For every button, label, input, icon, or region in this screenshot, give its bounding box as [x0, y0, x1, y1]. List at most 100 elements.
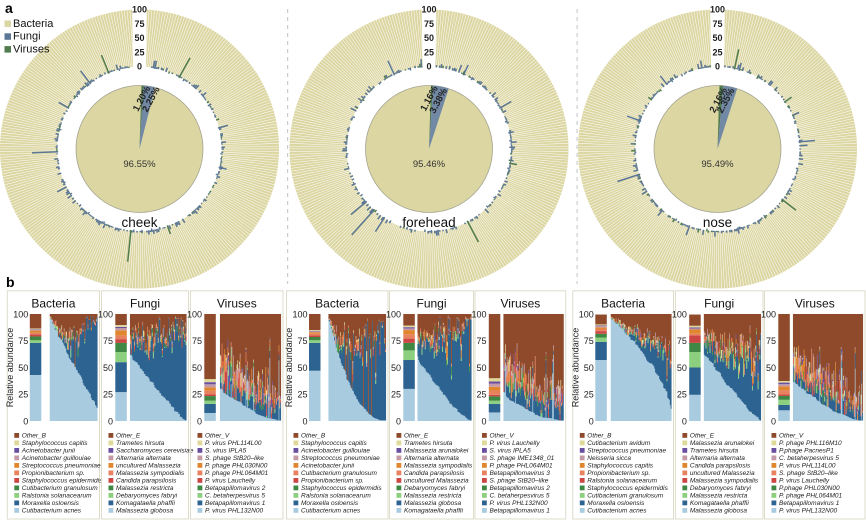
svg-text:25: 25 — [712, 48, 722, 58]
svg-text:C. betaherpesvirus 5: C. betaherpesvirus 5 — [490, 493, 550, 500]
svg-text:P. virus Lauchelly: P. virus Lauchelly — [779, 478, 830, 485]
svg-text:forehead: forehead — [402, 215, 455, 230]
svg-text:Acinetobacter junii: Acinetobacter junii — [300, 463, 355, 470]
svg-text:Moraxella osloensis: Moraxella osloensis — [587, 500, 645, 507]
svg-text:50: 50 — [297, 363, 307, 373]
svg-text:Streptococcus pneumoniae: Streptococcus pneumoniae — [301, 455, 380, 462]
svg-text:P. phage PHL064M01: P. phage PHL064M01 — [490, 463, 554, 470]
svg-text:P.phage PacnesP1: P.phage PacnesP1 — [779, 448, 834, 455]
svg-text:75: 75 — [297, 336, 307, 346]
svg-text:75: 75 — [424, 19, 434, 29]
svg-text:95.49%: 95.49% — [701, 159, 734, 170]
svg-text:75: 75 — [476, 336, 486, 346]
svg-text:100: 100 — [98, 309, 113, 319]
svg-text:Trametes hirsuta: Trametes hirsuta — [690, 448, 739, 455]
svg-text:Staphylococcus capitis: Staphylococcus capitis — [22, 440, 89, 447]
svg-text:uncultured Malassezia: uncultured Malassezia — [404, 478, 469, 485]
svg-text:a: a — [5, 0, 13, 16]
svg-text:S. virus IPLA5: S. virus IPLA5 — [205, 448, 247, 455]
svg-text:Streptococcus pneumoniae: Streptococcus pneumoniae — [22, 463, 101, 470]
svg-text:50: 50 — [192, 363, 202, 373]
svg-text:0: 0 — [108, 416, 113, 426]
svg-text:100: 100 — [710, 5, 725, 15]
svg-text:100: 100 — [292, 309, 307, 319]
svg-text:Relative abundance: Relative abundance — [5, 328, 15, 408]
svg-text:Cutibacterium granulosum: Cutibacterium granulosum — [587, 493, 663, 500]
svg-text:0: 0 — [23, 416, 28, 426]
svg-text:uncultured Malassezia: uncultured Malassezia — [116, 463, 181, 470]
svg-text:100: 100 — [386, 309, 401, 319]
svg-text:Malassezia globosa: Malassezia globosa — [690, 508, 747, 515]
svg-text:Debaryomyces fabryi: Debaryomyces fabryi — [116, 493, 178, 500]
svg-text:100: 100 — [13, 309, 28, 319]
svg-text:P. virus PHL132N00: P. virus PHL132N00 — [779, 508, 837, 515]
svg-text:uncultured Malassezia: uncultured Malassezia — [690, 470, 755, 477]
svg-text:S. phage StB20–like: S. phage StB20–like — [205, 455, 264, 462]
svg-text:50: 50 — [766, 363, 776, 373]
svg-text:Cutibacterium granulosum: Cutibacterium granulosum — [22, 485, 98, 492]
svg-text:Other_E: Other_E — [690, 433, 715, 440]
svg-text:Betapapillomavirus 1: Betapapillomavirus 1 — [779, 500, 840, 507]
svg-text:Komagataella phaffii: Komagataella phaffii — [690, 500, 749, 507]
svg-text:50: 50 — [424, 33, 434, 43]
svg-text:100: 100 — [132, 5, 147, 15]
svg-text:Other_E: Other_E — [116, 433, 141, 440]
svg-text:Saccharomyces cerevisiae: Saccharomyces cerevisiae — [116, 448, 194, 455]
svg-text:Debaryomyces fabryi: Debaryomyces fabryi — [690, 485, 752, 492]
svg-text:75: 75 — [103, 336, 113, 346]
svg-text:100: 100 — [579, 309, 594, 319]
svg-text:0: 0 — [771, 416, 776, 426]
svg-text:Betapapillomavirus 2: Betapapillomavirus 2 — [205, 485, 266, 492]
svg-text:Fungi: Fungi — [416, 297, 446, 311]
svg-text:25: 25 — [297, 390, 307, 400]
svg-text:Candida parapsilosis: Candida parapsilosis — [690, 463, 751, 470]
svg-text:Staphylococcus capitis: Staphylococcus capitis — [301, 440, 368, 447]
svg-text:Malassezia globosa: Malassezia globosa — [404, 500, 461, 507]
svg-text:Viruses: Viruses — [217, 297, 257, 311]
svg-text:Other_B: Other_B — [22, 433, 47, 440]
svg-text:S. phage StB20–like: S. phage StB20–like — [490, 478, 549, 485]
svg-text:50: 50 — [584, 363, 594, 373]
svg-text:75: 75 — [391, 336, 401, 346]
svg-text:Cutibacterium acnes: Cutibacterium acnes — [587, 508, 647, 515]
svg-text:Malassezia sympodialis: Malassezia sympodialis — [404, 463, 473, 470]
svg-text:P. virus PHL114L00: P. virus PHL114L00 — [779, 463, 836, 470]
svg-text:Malassezia arunalokei: Malassezia arunalokei — [690, 440, 755, 447]
svg-text:Betapapillomavirus 3: Betapapillomavirus 3 — [490, 470, 551, 477]
svg-text:P. virus PHL132N00: P. virus PHL132N00 — [205, 508, 263, 515]
svg-text:Other_E: Other_E — [404, 433, 429, 440]
svg-text:Alternaria alternata: Alternaria alternata — [115, 455, 171, 462]
svg-text:Fungi: Fungi — [130, 297, 160, 311]
svg-text:Other_B: Other_B — [301, 433, 326, 440]
svg-text:50: 50 — [712, 33, 722, 43]
svg-text:Propionibacterium sp.: Propionibacterium sp. — [22, 470, 85, 477]
svg-text:Candida parapsilosis: Candida parapsilosis — [116, 478, 177, 485]
svg-text:100: 100 — [187, 309, 202, 319]
svg-text:Relative abundance: Relative abundance — [284, 328, 294, 408]
svg-text:Viruses: Viruses — [795, 297, 835, 311]
svg-text:Alternaria alternata: Alternaria alternata — [689, 455, 745, 462]
svg-text:P.phage PHL030N00: P.phage PHL030N00 — [779, 485, 840, 492]
svg-text:Relative abundance: Relative abundance — [570, 328, 580, 408]
svg-text:Ralstonia solanacearum: Ralstonia solanacearum — [301, 493, 371, 500]
svg-text:Cutibacterium acnes: Cutibacterium acnes — [22, 508, 82, 515]
svg-text:25: 25 — [103, 390, 113, 400]
svg-text:0: 0 — [137, 62, 142, 72]
svg-text:25: 25 — [18, 390, 28, 400]
svg-text:25: 25 — [584, 390, 594, 400]
svg-text:0: 0 — [197, 416, 202, 426]
svg-text:Komagataella phaffii: Komagataella phaffii — [116, 500, 175, 507]
svg-text:Fungi: Fungi — [704, 297, 734, 311]
svg-text:Cutibacterium avidum: Cutibacterium avidum — [587, 440, 650, 447]
svg-text:75: 75 — [766, 336, 776, 346]
svg-text:0: 0 — [481, 416, 486, 426]
svg-text:50: 50 — [677, 363, 687, 373]
svg-text:Other_V: Other_V — [490, 433, 515, 440]
svg-text:25: 25 — [677, 390, 687, 400]
svg-text:C. betaherpesvirus 5: C. betaherpesvirus 5 — [205, 493, 265, 500]
svg-text:Staphylococcus epidermidis: Staphylococcus epidermidis — [587, 485, 668, 492]
svg-text:Ralstonia solanacearum: Ralstonia solanacearum — [22, 493, 92, 500]
svg-text:50: 50 — [18, 363, 28, 373]
svg-text:Bacteria: Bacteria — [31, 297, 75, 311]
svg-text:0: 0 — [396, 416, 401, 426]
